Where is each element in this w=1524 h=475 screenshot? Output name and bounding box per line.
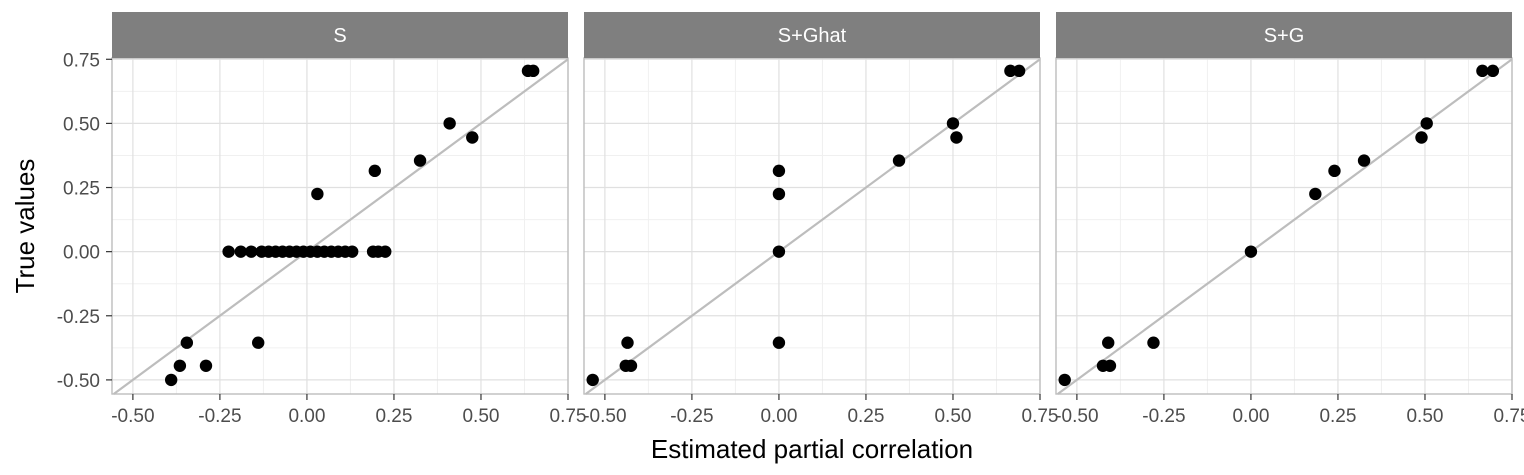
data-point xyxy=(1103,359,1117,372)
y-tick-label: 0.00 xyxy=(63,243,100,264)
data-point xyxy=(1244,245,1258,258)
data-point xyxy=(443,117,456,130)
x-tick-label: 0.00 xyxy=(1232,406,1269,427)
x-tick-label: 0.25 xyxy=(847,406,884,427)
facet-strip-label: S xyxy=(333,25,346,47)
data-point xyxy=(251,336,265,349)
data-point xyxy=(222,245,235,258)
x-tick-label: -0.25 xyxy=(198,406,241,427)
data-point xyxy=(772,245,786,258)
x-tick-label: 0.75 xyxy=(550,406,587,427)
facet-panel-2: S+Ghat -0.50 -0.25 0.00 0.25 0.50 0.75 xyxy=(583,12,1058,427)
data-point xyxy=(1420,117,1433,130)
data-point xyxy=(173,359,187,372)
data-point xyxy=(345,245,359,258)
data-point xyxy=(1328,164,1341,178)
x-tick-label: 0.25 xyxy=(1319,406,1356,427)
data-point xyxy=(1004,64,1017,78)
facet-strip xyxy=(1056,12,1512,58)
x-tick-label: -0.50 xyxy=(583,406,626,427)
data-point xyxy=(379,245,392,258)
y-tick-label: 0.50 xyxy=(63,114,100,135)
x-tick-label: -0.25 xyxy=(1142,406,1185,427)
data-point xyxy=(586,373,599,387)
facet-strip xyxy=(112,12,568,58)
data-point xyxy=(1012,64,1026,78)
y-tick-label: 0.75 xyxy=(63,50,100,71)
facet-strip-label: S+Ghat xyxy=(778,25,847,47)
y-tick-label: -0.50 xyxy=(57,371,100,392)
y-tick-label: -0.25 xyxy=(57,307,100,328)
x-tick-label: 0.75 xyxy=(1494,406,1524,427)
x-tick-label: -0.25 xyxy=(670,406,713,427)
x-tick-label: 0.00 xyxy=(288,406,325,427)
x-tick-label: 0.50 xyxy=(934,406,971,427)
facet-strip xyxy=(584,12,1040,58)
data-point xyxy=(621,336,634,349)
data-point xyxy=(234,245,247,258)
data-point xyxy=(164,373,178,387)
identity-reference-line xyxy=(1057,58,1513,395)
data-point xyxy=(466,131,479,144)
facet-panel-3: S+G -0.50 -0.25 0.00 0.25 0.50 0.75 xyxy=(1055,12,1524,427)
facet-strip-label: S+G xyxy=(1264,25,1305,47)
data-point xyxy=(526,64,540,78)
data-point xyxy=(772,336,786,349)
facet-panel-1: S -0.50 -0.25 0.00 0.25 0.50 0.75 xyxy=(111,12,586,427)
x-tick-label: -0.50 xyxy=(1055,406,1098,427)
data-point xyxy=(772,164,786,178)
data-point xyxy=(1415,131,1428,144)
data-point xyxy=(950,131,963,144)
data-point xyxy=(772,187,786,201)
data-point xyxy=(1476,64,1489,78)
data-point xyxy=(946,117,960,130)
x-tick-label: 0.25 xyxy=(375,406,412,427)
y-axis-title: True values xyxy=(10,159,40,294)
data-point xyxy=(413,154,427,167)
x-tick-label: 0.50 xyxy=(462,406,499,427)
x-tick-label: 0.75 xyxy=(1022,406,1059,427)
data-point xyxy=(624,359,638,372)
data-point xyxy=(1102,336,1115,349)
data-point xyxy=(1486,64,1500,78)
data-point xyxy=(1147,336,1160,349)
data-point xyxy=(368,164,382,178)
y-tick-label: 0.25 xyxy=(63,179,100,200)
x-tick-label: 0.00 xyxy=(760,406,797,427)
data-point xyxy=(892,154,906,167)
data-point xyxy=(245,245,258,258)
x-tick-label: -0.50 xyxy=(111,406,154,427)
data-point xyxy=(1357,154,1371,167)
data-point xyxy=(1309,187,1322,201)
data-point xyxy=(199,359,213,372)
identity-reference-line xyxy=(585,58,1041,395)
x-tick-label: 0.50 xyxy=(1406,406,1443,427)
data-point xyxy=(180,336,194,349)
data-point xyxy=(311,187,324,201)
x-axis-title: Estimated partial correlation xyxy=(651,434,973,464)
data-point xyxy=(1058,373,1071,387)
